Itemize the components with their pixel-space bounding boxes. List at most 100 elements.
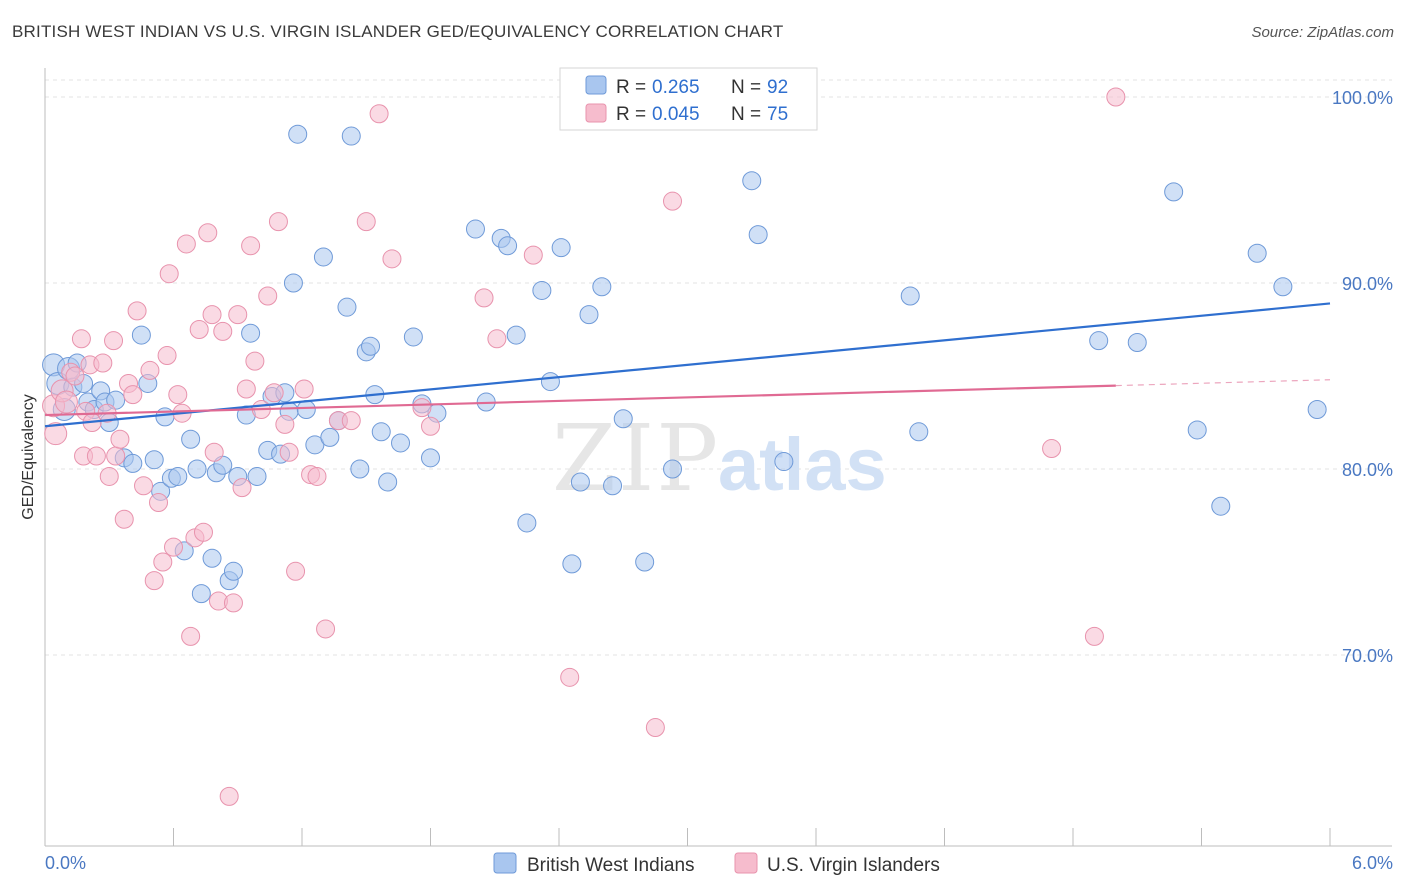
data-point-pink bbox=[213, 321, 233, 341]
data-point-pink bbox=[645, 718, 665, 738]
legend-r-value-pink: 0.045 bbox=[652, 104, 700, 125]
data-point-blue bbox=[774, 452, 794, 472]
trend-line-blue bbox=[44, 302, 1331, 428]
data-point-pink bbox=[114, 509, 134, 529]
data-point-blue bbox=[288, 124, 308, 144]
data-point-blue bbox=[223, 561, 243, 581]
data-point-pink bbox=[286, 561, 306, 581]
data-point-pink bbox=[149, 492, 169, 512]
data-point-blue bbox=[1211, 496, 1231, 516]
data-point-blue bbox=[350, 459, 370, 479]
data-point-blue bbox=[570, 472, 590, 492]
data-point-pink bbox=[232, 478, 252, 498]
data-point-pink bbox=[279, 442, 299, 462]
data-point-blue bbox=[517, 513, 537, 533]
data-point-pink bbox=[106, 446, 126, 466]
legend-r-value-blue: 0.265 bbox=[652, 77, 700, 98]
bottom-legend-swatch-pink bbox=[734, 852, 758, 874]
data-point-blue bbox=[465, 219, 485, 239]
data-point-blue bbox=[403, 327, 423, 347]
chart-source: Source: ZipAtlas.com bbox=[1251, 24, 1394, 41]
data-point-pink bbox=[164, 537, 183, 557]
trend-line-pink-extension bbox=[1115, 379, 1331, 387]
data-point-pink bbox=[341, 411, 361, 431]
data-point-blue bbox=[635, 552, 655, 572]
data-point-blue bbox=[283, 273, 303, 293]
data-point-pink bbox=[110, 429, 130, 449]
data-point-blue bbox=[909, 422, 929, 442]
data-point-blue bbox=[1187, 420, 1207, 440]
data-point-blue bbox=[181, 429, 201, 449]
data-point-blue bbox=[613, 409, 633, 429]
x-tick-label-min: 0.0% bbox=[45, 853, 86, 873]
data-point-blue bbox=[532, 280, 552, 300]
data-point-pink bbox=[127, 301, 147, 321]
data-point-pink bbox=[93, 353, 113, 373]
data-point-pink bbox=[54, 390, 78, 414]
data-point-blue bbox=[131, 325, 151, 345]
data-point-pink bbox=[144, 571, 164, 591]
y-tick-labels: 70.0% 80.0% 90.0% 100.0% bbox=[1332, 88, 1393, 666]
data-point-pink bbox=[382, 249, 402, 269]
data-point-pink bbox=[223, 593, 243, 613]
data-point-pink bbox=[236, 379, 256, 399]
series-british-west-indians bbox=[42, 107, 1327, 604]
data-point-blue bbox=[663, 459, 683, 479]
legend-r-label-pink: R = bbox=[616, 104, 646, 125]
data-point-blue bbox=[320, 427, 340, 447]
data-point-blue bbox=[1247, 243, 1267, 263]
data-point-blue bbox=[1164, 182, 1184, 202]
data-point-pink bbox=[157, 346, 177, 366]
data-point-blue bbox=[551, 238, 571, 258]
x-tick-labels: 0.0% 6.0% bbox=[45, 853, 1393, 873]
data-point-blue bbox=[498, 236, 518, 256]
data-point-pink bbox=[412, 398, 432, 418]
data-point-pink bbox=[123, 385, 143, 405]
data-point-pink bbox=[228, 305, 248, 325]
data-point-blue bbox=[305, 435, 325, 455]
data-point-pink bbox=[1042, 439, 1062, 459]
data-point-blue bbox=[748, 225, 768, 245]
data-point-blue bbox=[540, 372, 560, 392]
legend-swatch-pink bbox=[585, 103, 607, 123]
legend: R = 0.265 N = 92 R = 0.045 N = 75 bbox=[559, 67, 818, 131]
data-point-pink bbox=[193, 522, 213, 542]
data-point-blue bbox=[421, 448, 440, 468]
watermark: ZIP atlas bbox=[552, 405, 887, 512]
data-point-pink bbox=[560, 667, 580, 687]
data-point-blue bbox=[603, 476, 623, 496]
legend-n-value-pink: 75 bbox=[767, 104, 788, 125]
data-point-blue bbox=[371, 422, 391, 442]
data-point-pink bbox=[245, 351, 265, 371]
data-point-pink bbox=[153, 552, 173, 572]
data-point-blue bbox=[144, 450, 164, 470]
data-point-blue bbox=[191, 584, 211, 604]
data-point-blue bbox=[900, 286, 920, 306]
data-point-blue bbox=[1089, 331, 1109, 351]
y-tick-label: 100.0% bbox=[1332, 88, 1393, 108]
legend-n-value-blue: 92 bbox=[767, 77, 788, 98]
series-us-virgin-islanders bbox=[42, 87, 1126, 806]
data-point-blue bbox=[579, 305, 599, 325]
data-point-pink bbox=[316, 619, 336, 639]
bottom-legend: British West Indians U.S. Virgin Islande… bbox=[493, 852, 940, 876]
y-axis-title: GED/Equivalency bbox=[20, 394, 37, 519]
data-point-blue bbox=[1127, 333, 1147, 353]
data-point-pink bbox=[1084, 626, 1104, 646]
legend-n-label-blue: N = bbox=[731, 77, 761, 98]
data-point-blue bbox=[1273, 277, 1293, 297]
data-point-pink bbox=[198, 223, 218, 243]
data-point-pink bbox=[663, 191, 683, 211]
data-point-pink bbox=[421, 416, 440, 436]
watermark-zip: ZIP bbox=[552, 405, 720, 512]
data-point-pink bbox=[369, 104, 389, 124]
data-point-pink bbox=[71, 329, 91, 349]
data-point-blue bbox=[337, 297, 357, 317]
data-point-pink bbox=[258, 286, 278, 306]
data-point-pink bbox=[523, 245, 543, 265]
gridlines bbox=[45, 79, 1392, 656]
data-point-pink bbox=[241, 236, 261, 256]
data-point-blue bbox=[391, 433, 411, 453]
data-point-pink bbox=[264, 383, 284, 403]
data-point-blue bbox=[313, 247, 333, 267]
